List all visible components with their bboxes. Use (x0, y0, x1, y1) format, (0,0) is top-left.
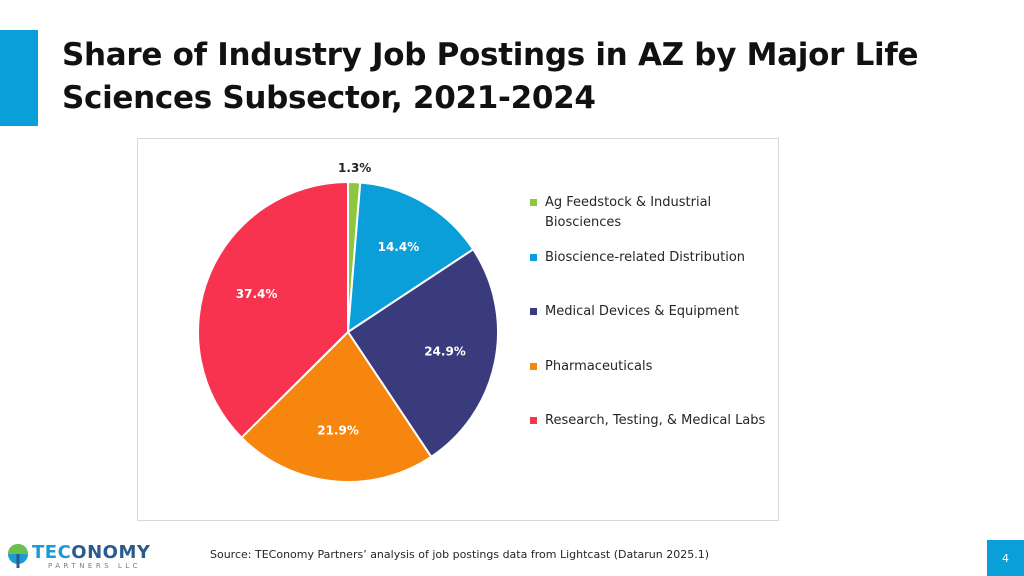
pie-slice (240, 330, 433, 483)
title-accent-bar (0, 30, 38, 126)
pie-slice (346, 247, 499, 459)
legend-label: Ag Feedstock & Industrial Biosciences (545, 195, 712, 230)
legend-swatch (530, 199, 537, 206)
pie-slice (197, 180, 349, 440)
legend-label: Pharmaceuticals (545, 359, 653, 374)
pie-slice (346, 181, 475, 334)
pie-data-label: 37.4% (236, 287, 278, 301)
page-number: 4 (987, 540, 1024, 576)
pie-chart: 1.3% 14.4% 24.9% 21.9% 37.4% Ag Feedstock & … (137, 138, 779, 521)
source-note: Source: TEConomy Partners’ analysis of j… (210, 548, 710, 561)
slide-title: Share of Industry Job Postings in AZ by … (62, 37, 919, 116)
logo-wordmark-tec: TEC (32, 542, 72, 563)
logo-wordmark-onomy: ONOMY (71, 542, 151, 563)
legend-swatch (530, 308, 537, 315)
legend-swatch (530, 363, 537, 370)
legend-item: Medical Devices & Equipment (530, 302, 770, 322)
pie-chart-svg: 1.3% 14.4% 24.9% 21.9% 37.4% (197, 161, 499, 483)
logo-wordmark: TECONOMY (32, 542, 150, 563)
legend-item: Pharmaceuticals (530, 357, 770, 377)
legend-label: Bioscience-related Distribution (545, 250, 746, 265)
logo-tagline: PARTNERS LLC (48, 562, 142, 570)
legend-swatch (530, 254, 537, 261)
pie-data-label: 24.9% (424, 345, 466, 359)
legend-label: Medical Devices & Equipment (545, 304, 740, 319)
pie-data-label: 1.3% (338, 161, 371, 175)
legend-item: Ag Feedstock & Industrial Biosciences (530, 193, 770, 233)
legend-swatch (530, 417, 537, 424)
tree-logo-icon (8, 544, 28, 568)
teconomy-logo: TECONOMY PARTNERS LLC (6, 540, 150, 574)
pie-data-label: 21.9% (317, 423, 359, 437)
legend-item: Bioscience-related Distribution (530, 248, 770, 268)
legend-label: Research, Testing, & Medical Labs (545, 413, 766, 428)
pie-data-label: 14.4% (378, 240, 420, 254)
legend-item: Research, Testing, & Medical Labs (530, 411, 770, 431)
